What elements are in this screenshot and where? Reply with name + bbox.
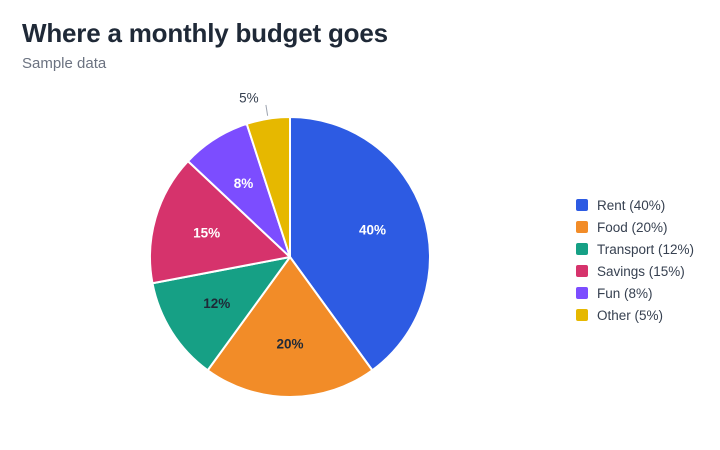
pie-slice-rent[interactable]	[289, 116, 431, 372]
legend-label: Savings (15%)	[597, 263, 685, 279]
slice-label-other: 5%	[239, 91, 259, 106]
legend-label: Fun (8%)	[597, 285, 653, 301]
chart-title: Where a monthly budget goes	[22, 18, 388, 48]
legend-swatch	[576, 199, 588, 211]
slice-label-transport: 12%	[203, 296, 230, 311]
legend-item-savings[interactable]: Savings (15%)	[576, 260, 694, 282]
legend-label: Food (20%)	[597, 219, 668, 235]
legend-item-other[interactable]: Other (5%)	[576, 304, 694, 326]
legend: Rent (40%) Food (20%) Transport (12%) Savin…	[576, 194, 694, 326]
chart-subtitle: Sample data	[22, 55, 107, 72]
legend-item-transport[interactable]: Transport (12%)	[576, 238, 694, 260]
slice-label-savings: 15%	[193, 225, 220, 240]
pie-slice-food[interactable]	[206, 256, 374, 398]
legend-item-food[interactable]: Food (20%)	[576, 216, 694, 238]
slice-label-food: 20%	[276, 336, 303, 351]
legend-label: Other (5%)	[597, 307, 664, 323]
label-leader-line	[265, 104, 269, 116]
legend-item-rent[interactable]: Rent (40%)	[576, 194, 694, 216]
pie-slice-savings[interactable]	[149, 160, 291, 285]
pie-slices	[149, 116, 431, 398]
legend-swatch	[576, 265, 588, 277]
legend-item-fun[interactable]: Fun (8%)	[576, 282, 694, 304]
legend-swatch	[576, 243, 588, 255]
legend-swatch	[576, 221, 588, 233]
legend-swatch	[576, 287, 588, 299]
slice-label-fun: 8%	[234, 176, 254, 191]
pie-slice-transport[interactable]	[151, 256, 291, 372]
legend-label: Rent (40%)	[597, 197, 666, 213]
pie-slice-other[interactable]	[245, 116, 291, 258]
pie-labels: 40% 20% 12% 15% 8% 5%	[193, 91, 386, 352]
slice-label-rent: 40%	[359, 223, 386, 238]
legend-label: Transport (12%)	[597, 241, 695, 257]
legend-swatch	[576, 309, 588, 321]
